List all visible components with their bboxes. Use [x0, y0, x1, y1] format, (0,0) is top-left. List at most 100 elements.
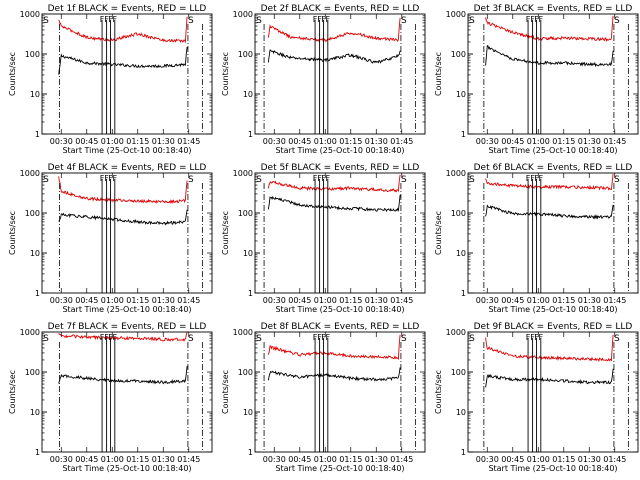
x-tick-label: 00:30 [263, 137, 286, 146]
y-tick-label: 1 [461, 289, 466, 298]
chart-panel-1: Det 1f BLACK = Events, RED = LLD S S F F F F 1 1… [8, 4, 213, 155]
chart-panel-2: Det 2f BLACK = Events, RED = LLD S S F F F F 1 1… [221, 4, 426, 155]
x-tick-label: 01:00 [101, 137, 124, 146]
event-marker-label: F [539, 15, 544, 24]
x-tick-label: 00:45 [288, 137, 311, 146]
y-tick-label: 1000 [20, 169, 40, 178]
x-tick-label: 01:30 [152, 137, 175, 146]
series-line-events [485, 204, 614, 220]
y-tick-label: 1 [461, 448, 466, 457]
x-axis-label: Start Time (25-Oct-10 00:18:40) [62, 464, 191, 473]
series-line-events [58, 366, 188, 385]
plot-frame [467, 172, 639, 294]
x-tick-label: 00:45 [501, 296, 524, 305]
event-marker-label: S [188, 16, 194, 26]
chart-title: Det 1f BLACK = Events, RED = LLD [48, 4, 207, 14]
event-marker-label: F [526, 333, 531, 342]
event-marker-label: F [317, 15, 322, 24]
y-tick-label: 100 [25, 368, 40, 377]
series-line-lld [58, 176, 188, 204]
series-line-lld [267, 334, 401, 361]
event-marker-label: F [113, 174, 118, 183]
y-axis-label: Counts/sec [8, 211, 17, 255]
event-marker-label: F [530, 15, 535, 24]
event-marker-label: F [100, 174, 105, 183]
series-line-events [267, 195, 401, 213]
x-axis-label: Start Time (25-Oct-10 00:18:40) [488, 305, 617, 314]
x-tick-label: 01:00 [527, 137, 550, 146]
event-marker-label: F [108, 333, 113, 342]
event-marker-label: F [321, 15, 326, 24]
y-tick-label: 100 [238, 368, 253, 377]
y-tick-label: 100 [238, 50, 253, 59]
y-tick-label: 1000 [233, 328, 253, 337]
y-axis-label: Counts/sec [221, 52, 230, 96]
x-tick-label: 01:30 [365, 137, 388, 146]
y-tick-label: 10 [243, 249, 253, 258]
x-tick-label: 01:30 [365, 455, 388, 464]
event-marker-label: F [317, 333, 322, 342]
chart-panel-7: Det 7f BLACK = Events, RED = LLD S S F F F F 1 1… [8, 322, 213, 473]
y-tick-label: 1 [35, 130, 40, 139]
x-tick-label: 01:00 [527, 455, 550, 464]
y-axis-label: Counts/sec [8, 370, 17, 414]
plot-frame [41, 331, 213, 453]
event-marker-label: F [534, 174, 539, 183]
x-tick-label: 00:30 [50, 296, 73, 305]
chart-title: Det 7f BLACK = Events, RED = LLD [48, 322, 207, 332]
event-marker-label: F [526, 15, 531, 24]
x-axis-label: Start Time (25-Oct-10 00:18:40) [488, 464, 617, 473]
x-axis-label: Start Time (25-Oct-10 00:18:40) [275, 146, 404, 155]
y-tick-label: 10 [456, 408, 466, 417]
event-marker-label: F [100, 15, 105, 24]
series-line-lld [485, 15, 614, 42]
x-tick-label: 01:15 [126, 455, 149, 464]
chart-panel-5: Det 5f BLACK = Events, RED = LLD S S F F F F 1 1… [221, 163, 426, 314]
y-tick-label: 10 [456, 249, 466, 258]
x-tick-label: 01:30 [152, 296, 175, 305]
event-marker-label: F [108, 174, 113, 183]
x-axis-label: Start Time (25-Oct-10 00:18:40) [488, 146, 617, 155]
plot-frame [467, 13, 639, 135]
event-marker-label: F [539, 333, 544, 342]
plot-frame [41, 13, 213, 135]
x-tick-label: 01:45 [390, 296, 413, 305]
chart-panel-4: Det 4f BLACK = Events, RED = LLD S S F F F F 1 1… [8, 163, 213, 314]
x-tick-label: 01:45 [603, 137, 626, 146]
series-line-events [58, 46, 188, 75]
series-line-events [58, 209, 188, 226]
chart-panel-8: Det 8f BLACK = Events, RED = LLD S S F F F F 1 1… [221, 322, 426, 473]
x-axis-label: Start Time (25-Oct-10 00:18:40) [275, 305, 404, 314]
series-line-events [485, 44, 614, 68]
event-marker-label: S [614, 334, 620, 344]
event-marker-label: F [313, 15, 318, 24]
x-axis-label: Start Time (25-Oct-10 00:18:40) [62, 146, 191, 155]
chart-title: Det 9f BLACK = Events, RED = LLD [474, 322, 633, 332]
event-marker-label: F [104, 15, 109, 24]
chart-title: Det 4f BLACK = Events, RED = LLD [48, 163, 207, 173]
event-marker-label: S [256, 16, 262, 26]
y-tick-label: 1000 [20, 328, 40, 337]
x-tick-label: 01:15 [339, 296, 362, 305]
x-tick-label: 01:45 [603, 296, 626, 305]
x-tick-label: 00:45 [288, 296, 311, 305]
y-tick-label: 10 [243, 90, 253, 99]
x-axis-label: Start Time (25-Oct-10 00:18:40) [275, 464, 404, 473]
y-tick-label: 10 [243, 408, 253, 417]
y-tick-label: 1 [35, 448, 40, 457]
event-marker-label: S [43, 175, 49, 185]
y-tick-label: 1 [248, 448, 253, 457]
x-tick-label: 01:45 [177, 137, 200, 146]
series-line-events [267, 367, 401, 382]
x-tick-label: 01:45 [390, 455, 413, 464]
event-marker-label: F [321, 174, 326, 183]
event-marker-label: F [326, 174, 331, 183]
x-tick-label: 00:45 [75, 137, 98, 146]
x-tick-label: 01:30 [152, 455, 175, 464]
event-marker-label: S [43, 334, 49, 344]
event-marker-label: F [313, 333, 318, 342]
x-tick-label: 01:15 [339, 137, 362, 146]
plot-frame [41, 172, 213, 294]
event-marker-label: S [401, 16, 407, 26]
